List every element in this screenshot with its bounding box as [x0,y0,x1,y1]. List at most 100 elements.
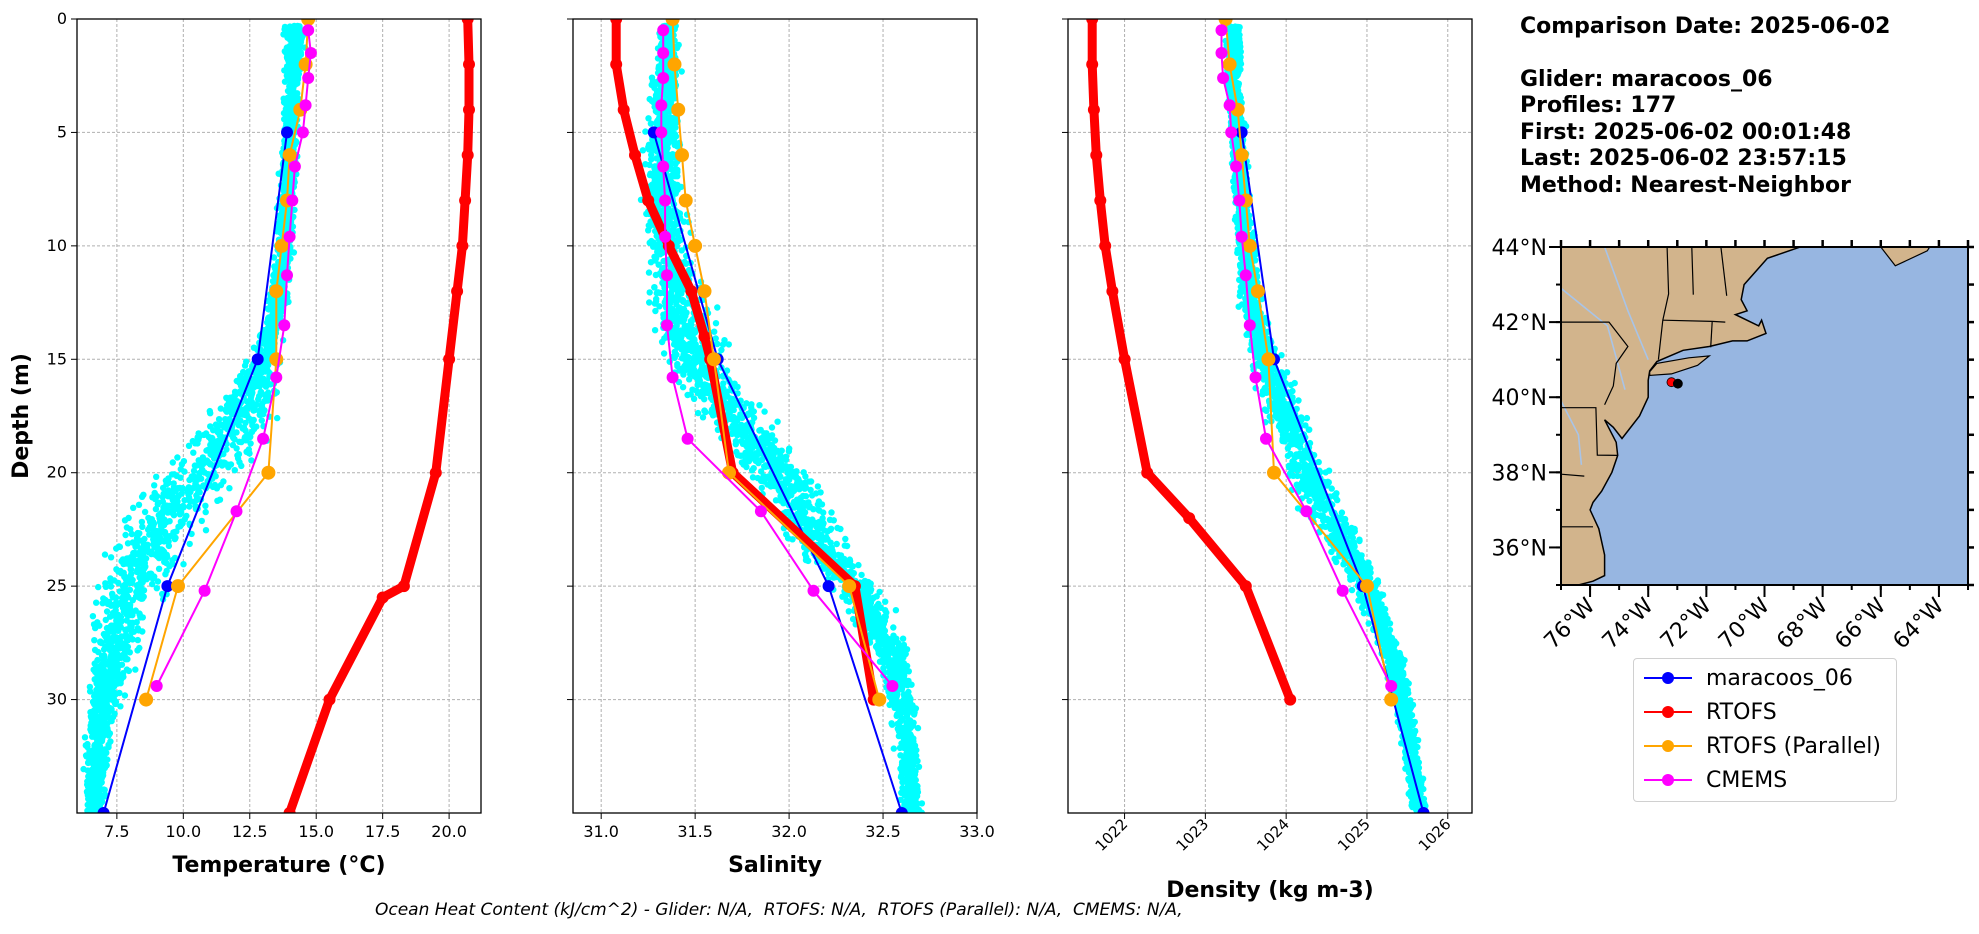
glider-point [127,562,134,569]
glider-point [743,400,750,407]
glider-point [721,337,728,344]
glider-point [258,417,265,424]
glider-point [176,511,184,518]
glider-point [274,414,281,422]
glider-point [243,371,250,378]
glider-point [756,402,763,409]
glider-point [291,206,298,214]
glider-point [247,433,254,440]
glider-point [174,454,181,461]
glider-point [248,416,255,423]
glider-point [796,506,804,513]
glider-point [668,308,675,315]
glider-point [793,468,800,475]
glider-point [235,416,242,423]
glider-point [207,451,214,458]
y-tick-label: 25 [47,576,67,595]
glider-point [734,451,742,459]
glider-point [180,561,187,568]
glider-point [248,457,255,464]
glider-point [171,471,178,478]
glider-point [143,544,150,551]
glider-point [842,535,849,543]
glider-point [881,628,888,635]
glider-point [153,473,160,480]
glider-point [175,492,182,500]
glider-point [178,461,186,468]
y-tick-label: 5 [57,122,67,141]
glider-point [293,90,301,98]
glider-point [819,521,827,529]
glider-point [159,493,166,501]
glider-point [111,710,118,717]
glider-point [121,573,128,581]
glider-point [287,110,294,118]
glider-point [843,542,851,550]
glider-point [288,97,295,105]
glider-point [97,639,104,646]
glider-point [100,732,107,740]
series-marker-cmems [230,505,243,518]
glider-point [108,651,115,659]
glider-point [718,346,725,354]
glider-point [828,509,835,516]
glider-point [849,563,856,570]
glider-point [666,40,673,48]
glider-point [807,478,815,485]
glider-point [911,709,918,716]
glider-point [99,773,106,780]
glider-point [133,619,140,626]
x-tick-label: 7.5 [104,822,129,841]
glider-point [682,312,689,320]
glider-point [888,720,895,727]
series-marker-rtofs [459,194,472,207]
glider-point [139,614,146,621]
glider-point [678,332,685,340]
glider-point [672,133,680,140]
glider-point [135,583,142,590]
glider-point [249,401,257,408]
glider-point [100,722,108,729]
glider-point [868,627,875,634]
x-tick-label: 17.5 [365,822,401,841]
glider-point [87,803,94,811]
glider-point [196,473,203,481]
glider-point [914,724,922,732]
series-marker-cmems [150,680,163,692]
glider-point [213,485,221,492]
glider-point [778,447,785,454]
glider-point [228,429,236,436]
glider-point [101,551,109,558]
glider-point [93,680,100,687]
glider-point [814,483,822,490]
glider-point [160,538,168,545]
glider-point [115,627,122,634]
glider-point [126,578,134,586]
series-marker-cmems [283,230,296,243]
series-marker-parallel [171,579,185,594]
series-rtofs [283,19,475,813]
series-marker-rtofs [456,239,469,252]
glider-point [256,411,263,419]
series-marker-rtofs [443,353,456,366]
glider-point [105,744,112,751]
glider-point [220,478,227,485]
glider-point [100,713,108,721]
glider-point [237,390,244,397]
glider-point [760,473,767,480]
glider-point [258,389,265,396]
glider-point [697,393,705,400]
glider-point [672,160,679,167]
glider-point [899,784,906,792]
glider-point [918,800,926,807]
glider-point [278,299,285,307]
x-tick-label: 20.0 [431,822,467,841]
glider-point [82,752,90,759]
glider-point [652,81,660,88]
glider-point [105,668,113,676]
glider-point [85,789,93,796]
glider-point [739,414,746,422]
glider-point [185,442,193,449]
glider-point [684,391,691,399]
